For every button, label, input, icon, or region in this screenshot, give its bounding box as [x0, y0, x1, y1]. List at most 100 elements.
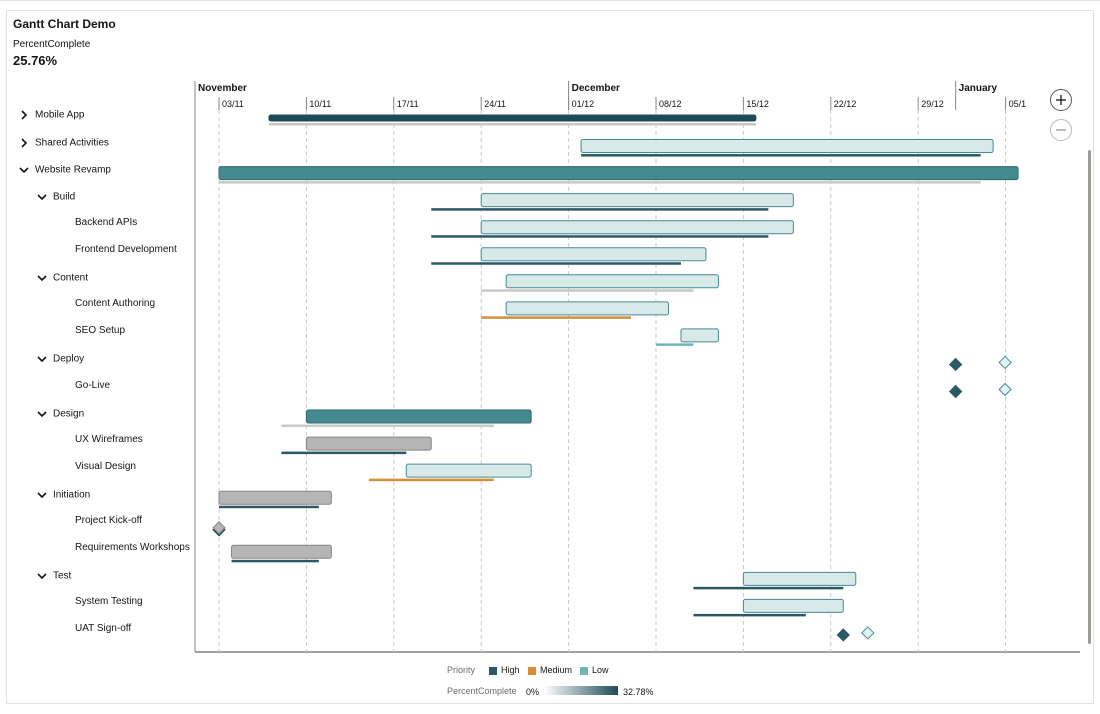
week-tick-label: 17/11 — [397, 99, 419, 109]
task-bar-test[interactable] — [742, 571, 857, 586]
legend-priority-title: Priority — [447, 665, 476, 675]
tree-row-frontend-development[interactable]: Frontend Development — [75, 244, 177, 264]
tree-row-label: Deploy — [53, 353, 85, 365]
task-bar-initiation[interactable] — [218, 490, 332, 505]
tree-row-design[interactable]: Design — [35, 407, 84, 427]
vertical-scrollbar[interactable] — [1088, 150, 1091, 644]
tree-row-build[interactable]: Build — [35, 190, 75, 210]
legend-gradient — [544, 686, 618, 695]
task-bar-mobile-app[interactable] — [268, 114, 757, 122]
baseline-bar-test — [693, 586, 844, 590]
task-bar-website-revamp[interactable] — [218, 166, 1019, 181]
task-bar-ux-wireframes[interactable] — [305, 436, 432, 451]
task-bar-design[interactable] — [305, 409, 532, 424]
tree-row-seo-setup[interactable]: SEO Setup — [75, 325, 125, 345]
baseline-bar-initiation — [219, 505, 319, 509]
tree-row-visual-design[interactable]: Visual Design — [75, 461, 136, 481]
zoom-out-button[interactable] — [1050, 119, 1072, 141]
baseline-bar-visual-design — [368, 478, 494, 482]
task-bar-visual-design[interactable] — [405, 463, 532, 478]
baseline-bar-content — [481, 289, 694, 292]
chevron-down-icon[interactable] — [35, 352, 49, 366]
chevron-down-icon[interactable] — [35, 488, 49, 502]
tree-row-label: Go-Live — [75, 379, 111, 391]
legend-item-high: High — [489, 665, 520, 675]
tree-row-shared-activities[interactable]: Shared Activities — [17, 136, 109, 156]
legend: Priority High Medium Low PercentComplete… — [447, 665, 747, 705]
milestone-baseline-deploy — [948, 357, 963, 372]
minus-icon — [1056, 129, 1066, 131]
milestone-uat-sign-off[interactable] — [861, 626, 875, 640]
tree-row-label: System Testing — [75, 595, 143, 607]
tree-row-label: Frontend Development — [75, 244, 177, 256]
tree-row-ux-wireframes[interactable]: UX Wireframes — [75, 434, 143, 454]
tree-row-test[interactable]: Test — [35, 569, 71, 589]
tree-row-backend-apis[interactable]: Backend APIs — [75, 217, 137, 237]
zoom-in-button[interactable] — [1050, 89, 1072, 111]
tree-row-content[interactable]: Content — [35, 271, 88, 291]
legend-label-medium: Medium — [540, 665, 573, 675]
task-bar-requirements-workshops[interactable] — [230, 544, 332, 559]
tree-row-label: UAT Sign-off — [75, 622, 132, 634]
week-tick-label: 05/1 — [1009, 99, 1027, 109]
chevron-down-icon[interactable] — [35, 271, 49, 285]
month-label-december: December — [572, 83, 620, 94]
milestone-project-kick-off[interactable] — [212, 521, 226, 535]
kpi-label: PercentComplete — [13, 39, 91, 50]
tree-row-requirements-workshops[interactable]: Requirements Workshops — [75, 542, 190, 562]
tree-row-initiation[interactable]: Initiation — [35, 488, 90, 508]
task-bar-content[interactable] — [505, 274, 719, 289]
tree-row-system-testing[interactable]: System Testing — [75, 596, 143, 616]
tree-row-label: Project Kick-off — [75, 514, 143, 526]
tree-row-label: Requirements Workshops — [75, 541, 190, 553]
milestone-deploy[interactable] — [998, 355, 1012, 370]
task-bar-content-authoring[interactable] — [505, 301, 669, 316]
tree-row-label: Initiation — [53, 489, 91, 501]
tree-row-label: Mobile App — [35, 109, 85, 121]
baseline-bar-design — [281, 424, 494, 428]
tree-row-label: Shared Activities — [35, 137, 109, 149]
tree-row-go-live[interactable]: Go-Live — [75, 380, 110, 400]
tree-row-label: Design — [53, 408, 85, 420]
tree-row-uat-sign-off[interactable]: UAT Sign-off — [75, 623, 131, 643]
milestone-baseline-go-live — [948, 384, 963, 399]
task-bar-shared-activities[interactable] — [580, 139, 994, 154]
top-divider — [0, 0, 1100, 1]
legend-item-low: Low — [580, 665, 609, 675]
week-tick-label: 22/12 — [834, 99, 857, 109]
week-tick-label: 08/12 — [659, 99, 682, 109]
legend-label-high: High — [501, 665, 520, 675]
tree-row-project-kick-off[interactable]: Project Kick-off — [75, 515, 142, 535]
chevron-down-icon[interactable] — [35, 190, 49, 204]
page-title: Gantt Chart Demo — [13, 17, 116, 31]
task-bar-build[interactable] — [480, 193, 794, 208]
tree-row-label: Visual Design — [75, 460, 136, 472]
legend-item-medium: Medium — [528, 665, 572, 675]
chevron-right-icon[interactable] — [17, 136, 31, 150]
baseline-bar-build — [431, 208, 769, 211]
chevron-down-icon[interactable] — [17, 163, 31, 177]
task-bar-seo-setup[interactable] — [680, 328, 719, 343]
chevron-down-icon[interactable] — [35, 569, 49, 583]
chevron-right-icon[interactable] — [17, 108, 31, 122]
legend-swatch-medium — [528, 666, 536, 675]
week-tick-label: 15/12 — [746, 99, 769, 109]
tree-row-label: Test — [53, 570, 72, 582]
baseline-bar-ux-wireframes — [281, 451, 407, 455]
legend-percent-min: 0% — [526, 687, 540, 697]
tree-row-deploy[interactable]: Deploy — [35, 352, 84, 372]
kpi-value: 25.76% — [13, 53, 58, 68]
task-bar-backend-apis[interactable] — [480, 220, 794, 235]
tree-row-label: Backend APIs — [75, 217, 138, 229]
tree-row-website-revamp[interactable]: Website Revamp — [17, 163, 111, 183]
tree-row-mobile-app[interactable]: Mobile App — [17, 108, 84, 128]
chevron-down-icon[interactable] — [35, 407, 49, 421]
week-tick-label: 10/11 — [309, 99, 331, 109]
task-tree: Mobile App Shared Activities Website Revam… — [0, 0, 195, 714]
milestone-go-live[interactable] — [998, 382, 1012, 397]
month-label-january: January — [959, 83, 998, 94]
task-bar-system-testing[interactable] — [742, 598, 844, 613]
tree-row-content-authoring[interactable]: Content Authoring — [75, 298, 155, 318]
baseline-bar-requirements-workshops — [231, 559, 319, 563]
task-bar-frontend-development[interactable] — [480, 247, 707, 262]
